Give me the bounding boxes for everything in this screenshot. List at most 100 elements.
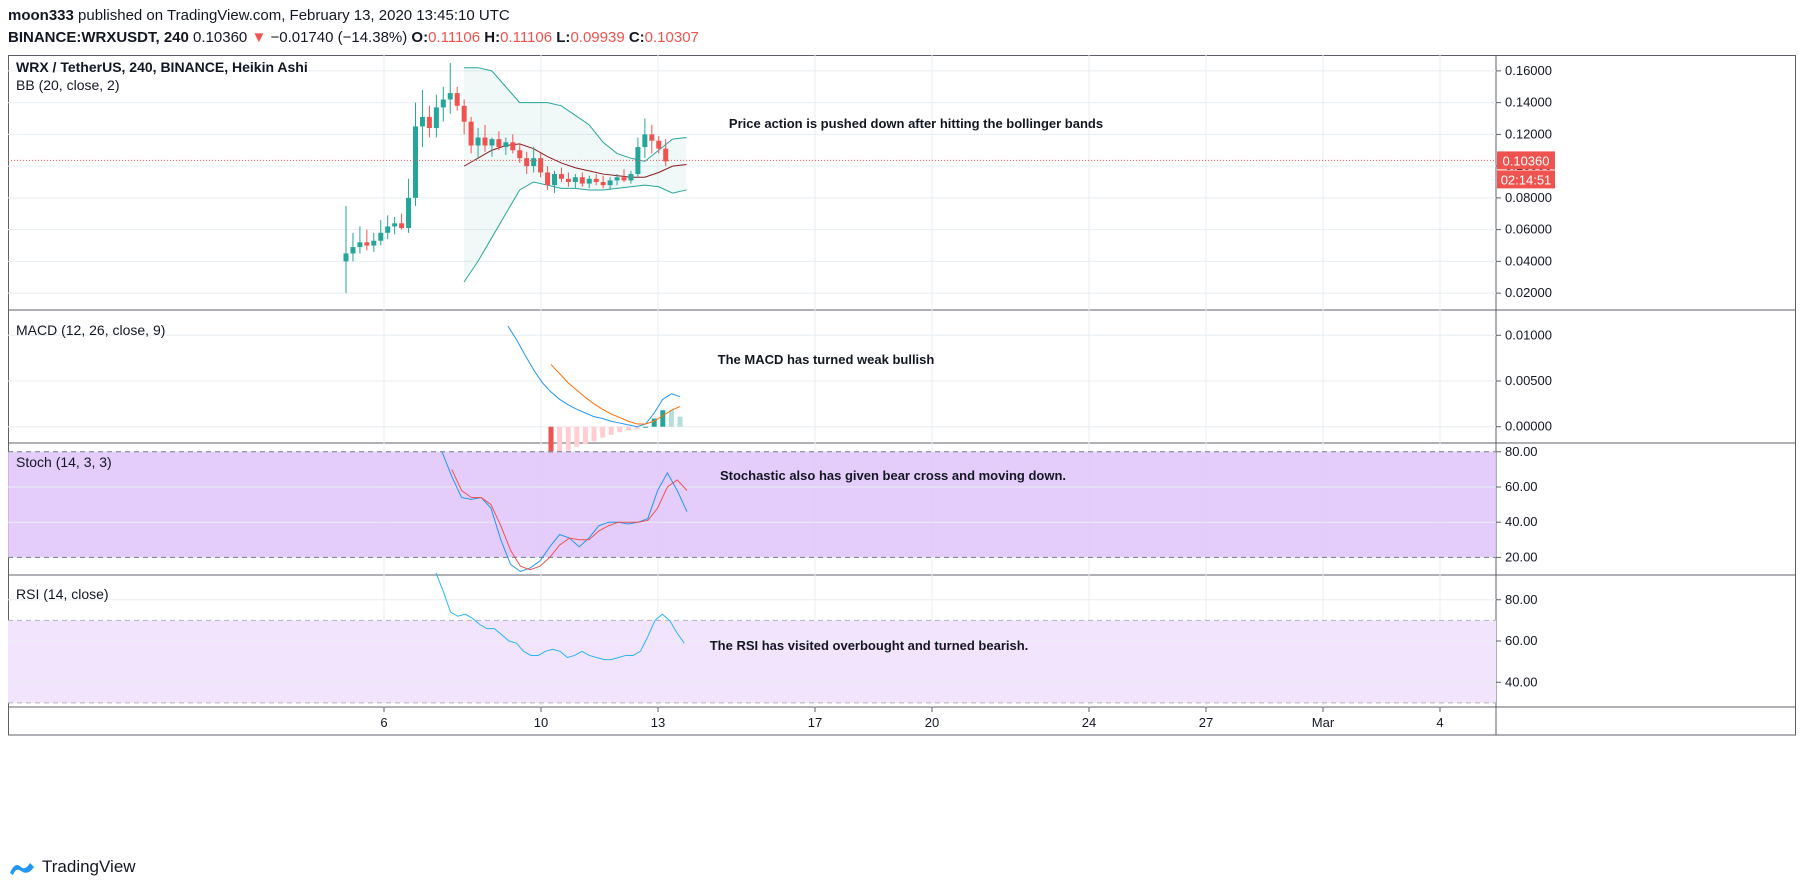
macd-pane-title: MACD (12, 26, close, 9): [16, 322, 165, 338]
candle-body: [552, 174, 557, 186]
candle-body: [426, 116, 432, 129]
macd-histogram-bar: [608, 426, 614, 435]
publish-text: published on TradingView.com, February 1…: [78, 7, 510, 24]
y-tick-label: 60.00: [1505, 479, 1538, 494]
candle-body: [433, 107, 439, 129]
rsi-band-fill: [8, 620, 1496, 703]
candle-body: [656, 140, 662, 149]
candle-body: [517, 150, 523, 159]
candle-body: [406, 197, 412, 229]
macd-line: [507, 325, 681, 428]
author-name[interactable]: moon333: [8, 7, 74, 24]
y-tick-label: 40.00: [1505, 674, 1538, 689]
countdown-tag: [1497, 170, 1555, 189]
macd-histogram-bar: [643, 426, 649, 428]
candle-body: [572, 177, 578, 182]
tradingview-brand: TradingView: [42, 857, 136, 876]
candle-body: [538, 158, 544, 173]
x-tick-label: 24: [1082, 715, 1096, 730]
candle-body: [642, 134, 648, 148]
candle-body: [503, 142, 509, 148]
publish-info: moon333 published on TradingView.com, Fe…: [8, 7, 510, 24]
candle-body: [663, 148, 669, 162]
candle-body: [468, 121, 474, 146]
candle-body: [399, 223, 405, 229]
open-value: 0.11106: [428, 29, 481, 46]
x-tick-label: 13: [651, 715, 665, 730]
macd-histogram-bar: [548, 426, 554, 454]
macd-histogram-bar: [625, 426, 631, 431]
y-tick-label: 0.08000: [1505, 190, 1552, 205]
candle-body: [343, 253, 349, 262]
candle-body: [454, 93, 460, 106]
close-label: C:: [628, 29, 645, 46]
x-tick-label: 6: [380, 715, 387, 730]
rsi-annotation: The RSI has visited overbought and turne…: [710, 638, 1029, 653]
bollinger-basis-line: [463, 143, 687, 178]
y-tick-label: 0.00500: [1505, 373, 1552, 388]
x-tick-label: 27: [1199, 715, 1213, 730]
macd-histogram-bar: [582, 426, 588, 445]
candle-body: [614, 177, 620, 181]
y-tick-label: 0.01000: [1505, 327, 1552, 342]
y-tick-label: 0.02000: [1505, 285, 1552, 300]
macd-histogram-bar: [634, 426, 640, 430]
candle-body: [364, 242, 370, 246]
candle-body: [475, 137, 481, 146]
last-price-tag: [1497, 151, 1555, 170]
close-value: 0.10307: [644, 29, 699, 46]
y-tick-label: 40.00: [1505, 514, 1538, 529]
price-annotation: Price action is pushed down after hittin…: [729, 116, 1103, 131]
tradingview-logo-icon: [10, 863, 34, 875]
candle-body: [440, 99, 446, 108]
bb-indicator-label: BB (20, close, 2): [16, 77, 120, 93]
macd-histogram-bar: [574, 426, 580, 447]
y-tick-label: 0.12000: [1505, 126, 1552, 141]
candle-body: [350, 247, 356, 254]
y-tick-label: 0.16000: [1505, 63, 1552, 78]
macd-histogram-bar: [668, 410, 674, 427]
candle-body: [607, 180, 613, 186]
y-tick-label: 0.14000: [1505, 95, 1552, 110]
candle-body: [621, 177, 627, 181]
x-tick-label: 10: [534, 715, 548, 730]
macd-annotation: The MACD has turned weak bullish: [718, 352, 935, 367]
rsi-pane-title: RSI (14, close): [16, 586, 109, 602]
bollinger-upper-line: [464, 67, 687, 162]
stoch-pane-title: Stoch (14, 3, 3): [16, 454, 112, 470]
candle-body: [558, 174, 564, 179]
macd-histogram-bar: [677, 416, 683, 427]
stoch-band-fill: [8, 451, 1496, 558]
candle-body: [357, 242, 363, 248]
candle-body: [378, 232, 384, 241]
low-value: 0.09939: [570, 29, 625, 46]
y-tick-label: 80.00: [1505, 444, 1538, 459]
open-label: O:: [411, 29, 429, 46]
macd-histogram-bar: [557, 426, 563, 453]
candle-body: [545, 172, 551, 186]
candle-body: [635, 147, 641, 175]
ohlc-header: BINANCE:WRXUSDT, 240 0.10360 ▼ −0.01740 …: [8, 29, 699, 46]
tradingview-footer[interactable]: TradingView: [8, 857, 136, 877]
y-tick-label: 0.00000: [1505, 419, 1552, 434]
candle-body: [649, 134, 655, 141]
symbol-label: BINANCE:WRXUSDT, 240: [8, 29, 189, 46]
x-tick-label: 17: [808, 715, 822, 730]
candle-body: [531, 158, 537, 167]
last-price-tag-label: 0.10360: [1503, 153, 1550, 168]
candle-body: [371, 240, 377, 246]
macd-histogram-bar: [651, 418, 657, 427]
low-label: L:: [556, 29, 571, 46]
candle-body: [524, 158, 530, 167]
candle-body: [579, 177, 585, 184]
candle-body: [385, 226, 391, 233]
candle-body: [565, 178, 571, 182]
y-tick-label: 0.04000: [1505, 253, 1552, 268]
x-tick-label: 4: [1436, 715, 1443, 730]
price-change: −0.01740 (−14.38%): [270, 29, 408, 46]
chart-canvas[interactable]: 6 10 13 17 20 24 27 Mar 4 0.16000 0.14000 0.12000 0.…: [8, 55, 1796, 845]
macd-histogram-bar: [660, 410, 666, 427]
y-tick-label: 60.00: [1505, 633, 1538, 648]
candle-body: [419, 116, 425, 127]
macd-signal-line: [550, 364, 681, 425]
